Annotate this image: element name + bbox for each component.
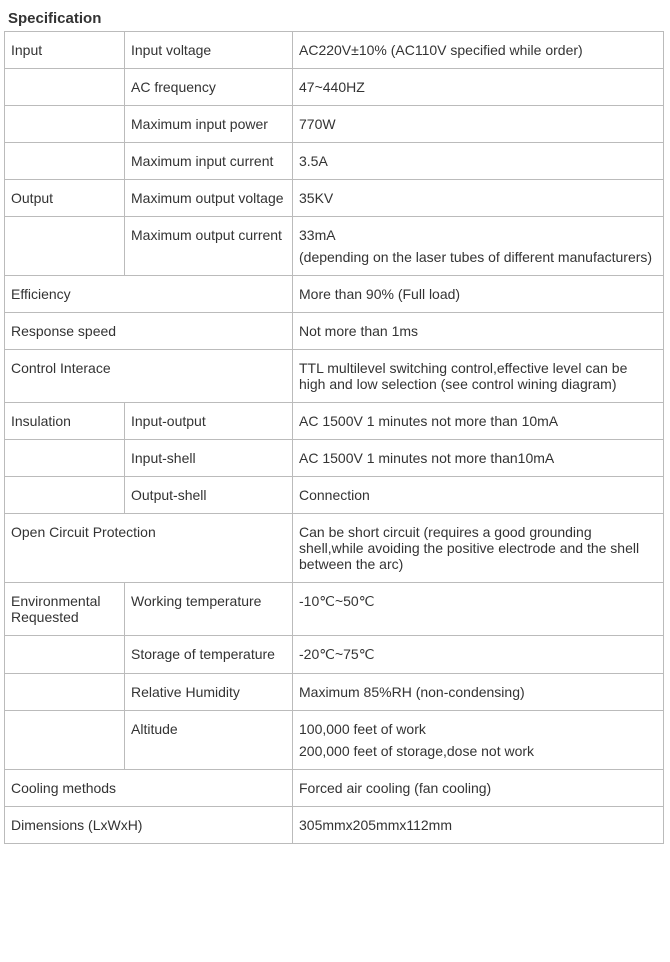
cell-category bbox=[5, 106, 125, 143]
table-row: Input-shell AC 1500V 1 minutes not more … bbox=[5, 440, 664, 477]
cell-category: Cooling methods bbox=[5, 770, 293, 807]
table-row: Insulation Input-output AC 1500V 1 minut… bbox=[5, 403, 664, 440]
cell-value: 100,000 feet of work 200,000 feet of sto… bbox=[293, 711, 664, 770]
cell-value: Forced air cooling (fan cooling) bbox=[293, 770, 664, 807]
cell-param: Working temperature bbox=[125, 583, 293, 636]
cell-category: Dimensions (LxWxH) bbox=[5, 807, 293, 844]
cell-param: AC frequency bbox=[125, 69, 293, 106]
cell-value: AC220V±10% (AC110V specified while order… bbox=[293, 32, 664, 69]
table-row: Environmental Requested Working temperat… bbox=[5, 583, 664, 636]
table-row: Storage of temperature -20℃~75℃ bbox=[5, 636, 664, 674]
cell-category bbox=[5, 636, 125, 674]
cell-param: Input-output bbox=[125, 403, 293, 440]
cell-value-line: 200,000 feet of storage,dose not work bbox=[299, 743, 657, 759]
cell-value: 35KV bbox=[293, 180, 664, 217]
cell-value: Maximum 85%RH (non-condensing) bbox=[293, 674, 664, 711]
table-row: Maximum output current 33mA (depending o… bbox=[5, 217, 664, 276]
table-row: AC frequency 47~440HZ bbox=[5, 69, 664, 106]
table-row: Cooling methods Forced air cooling (fan … bbox=[5, 770, 664, 807]
cell-category bbox=[5, 711, 125, 770]
cell-category: Input bbox=[5, 32, 125, 69]
table-row: Altitude 100,000 feet of work 200,000 fe… bbox=[5, 711, 664, 770]
cell-value: 33mA (depending on the laser tubes of di… bbox=[293, 217, 664, 276]
table-row: Efficiency More than 90% (Full load) bbox=[5, 276, 664, 313]
cell-param: Storage of temperature bbox=[125, 636, 293, 674]
cell-value: -10℃~50℃ bbox=[293, 583, 664, 636]
cell-category: Control Interace bbox=[5, 350, 293, 403]
cell-value: Connection bbox=[293, 477, 664, 514]
cell-param: Input voltage bbox=[125, 32, 293, 69]
cell-param: Maximum input current bbox=[125, 143, 293, 180]
table-row: Maximum input current 3.5A bbox=[5, 143, 664, 180]
cell-category: Efficiency bbox=[5, 276, 293, 313]
cell-param: Maximum output voltage bbox=[125, 180, 293, 217]
cell-param: Altitude bbox=[125, 711, 293, 770]
cell-category bbox=[5, 477, 125, 514]
cell-value-line: (depending on the laser tubes of differe… bbox=[299, 249, 657, 265]
cell-value: AC 1500V 1 minutes not more than10mA bbox=[293, 440, 664, 477]
cell-param: Output-shell bbox=[125, 477, 293, 514]
cell-value: Can be short circuit (requires a good gr… bbox=[293, 514, 664, 583]
table-row: Response speed Not more than 1ms bbox=[5, 313, 664, 350]
cell-value: Not more than 1ms bbox=[293, 313, 664, 350]
cell-value-line: 100,000 feet of work bbox=[299, 721, 657, 737]
spec-table: Input Input voltage AC220V±10% (AC110V s… bbox=[4, 31, 664, 844]
cell-category: Open Circuit Protection bbox=[5, 514, 293, 583]
cell-category bbox=[5, 217, 125, 276]
table-row: Control Interace TTL multilevel switchin… bbox=[5, 350, 664, 403]
cell-category: Output bbox=[5, 180, 125, 217]
section-title: Specification bbox=[8, 10, 670, 27]
table-row: Input Input voltage AC220V±10% (AC110V s… bbox=[5, 32, 664, 69]
cell-param: Maximum input power bbox=[125, 106, 293, 143]
table-row: Dimensions (LxWxH) 305mmx205mmx112mm bbox=[5, 807, 664, 844]
cell-category: Environmental Requested bbox=[5, 583, 125, 636]
cell-value: 47~440HZ bbox=[293, 69, 664, 106]
cell-category: Insulation bbox=[5, 403, 125, 440]
table-row: Output Maximum output voltage 35KV bbox=[5, 180, 664, 217]
table-row: Relative Humidity Maximum 85%RH (non-con… bbox=[5, 674, 664, 711]
cell-category: Response speed bbox=[5, 313, 293, 350]
cell-param: Input-shell bbox=[125, 440, 293, 477]
cell-value: 770W bbox=[293, 106, 664, 143]
cell-category bbox=[5, 440, 125, 477]
cell-value: TTL multilevel switching control,effecti… bbox=[293, 350, 664, 403]
table-row: Maximum input power 770W bbox=[5, 106, 664, 143]
cell-category bbox=[5, 143, 125, 180]
cell-param: Maximum output current bbox=[125, 217, 293, 276]
cell-value-line: 33mA bbox=[299, 227, 657, 243]
cell-value: -20℃~75℃ bbox=[293, 636, 664, 674]
cell-category bbox=[5, 674, 125, 711]
cell-value: AC 1500V 1 minutes not more than 10mA bbox=[293, 403, 664, 440]
cell-category bbox=[5, 69, 125, 106]
cell-value: 3.5A bbox=[293, 143, 664, 180]
cell-value: 305mmx205mmx112mm bbox=[293, 807, 664, 844]
cell-param: Relative Humidity bbox=[125, 674, 293, 711]
table-row: Open Circuit Protection Can be short cir… bbox=[5, 514, 664, 583]
cell-value: More than 90% (Full load) bbox=[293, 276, 664, 313]
table-row: Output-shell Connection bbox=[5, 477, 664, 514]
